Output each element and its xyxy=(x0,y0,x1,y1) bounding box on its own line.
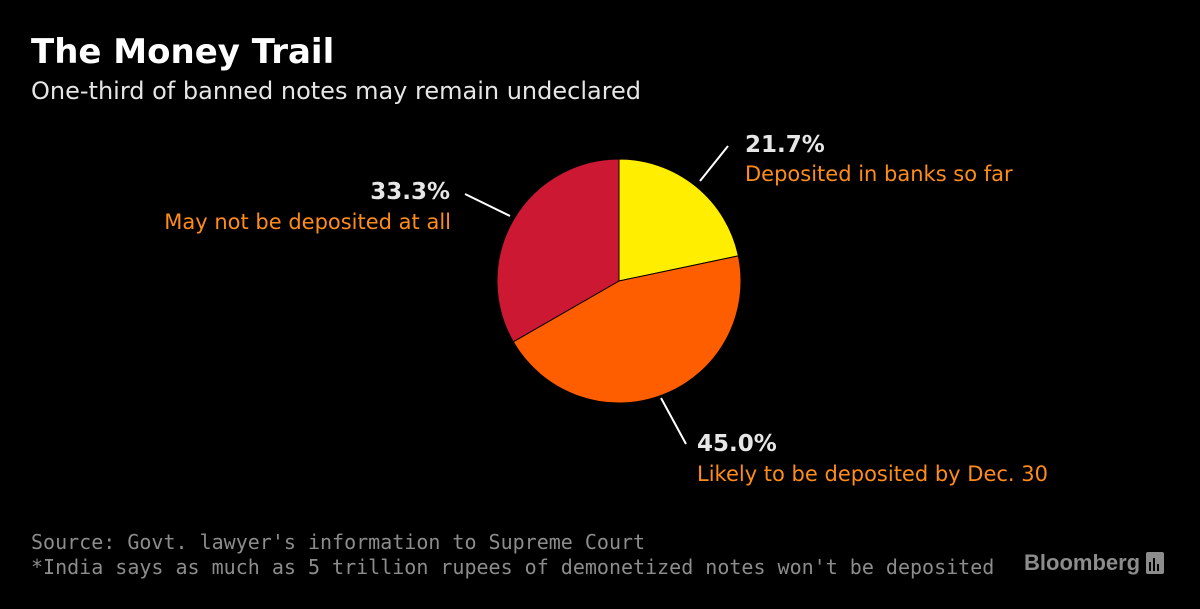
slice-labels: 21.7% Deposited in banks so far 45.0% Likel… xyxy=(164,132,1048,486)
slice-value-label: 21.7% xyxy=(745,132,825,158)
slice-value-label: 45.0% xyxy=(697,431,777,457)
footnote: *India says as much as 5 trillion rupees… xyxy=(31,555,995,579)
leader-lines xyxy=(464,145,729,445)
leader-line xyxy=(464,193,511,217)
leader-line xyxy=(660,397,687,445)
pie-slice xyxy=(512,255,742,404)
brand-logo: Bloomberg xyxy=(1024,550,1165,576)
slice-category-label: Deposited in banks so far xyxy=(745,162,1013,186)
slice-category-label: May not be deposited at all xyxy=(164,210,451,234)
source-note: Source: Govt. lawyer's information to Su… xyxy=(31,530,646,554)
pie-slice xyxy=(496,158,620,343)
chart-subtitle: One-third of banned notes may remain und… xyxy=(31,77,642,105)
pie-slice xyxy=(618,158,739,282)
slice-category-label: Likely to be deposited by Dec. 30 xyxy=(697,462,1048,486)
chart-title: The Money Trail xyxy=(31,32,335,72)
pie-slices xyxy=(496,158,742,404)
bloomberg-bar-chart-icon xyxy=(1146,552,1165,574)
brand-name: Bloomberg xyxy=(1024,550,1141,575)
slice-value-label: 33.3% xyxy=(370,179,450,205)
leader-line xyxy=(699,145,729,182)
